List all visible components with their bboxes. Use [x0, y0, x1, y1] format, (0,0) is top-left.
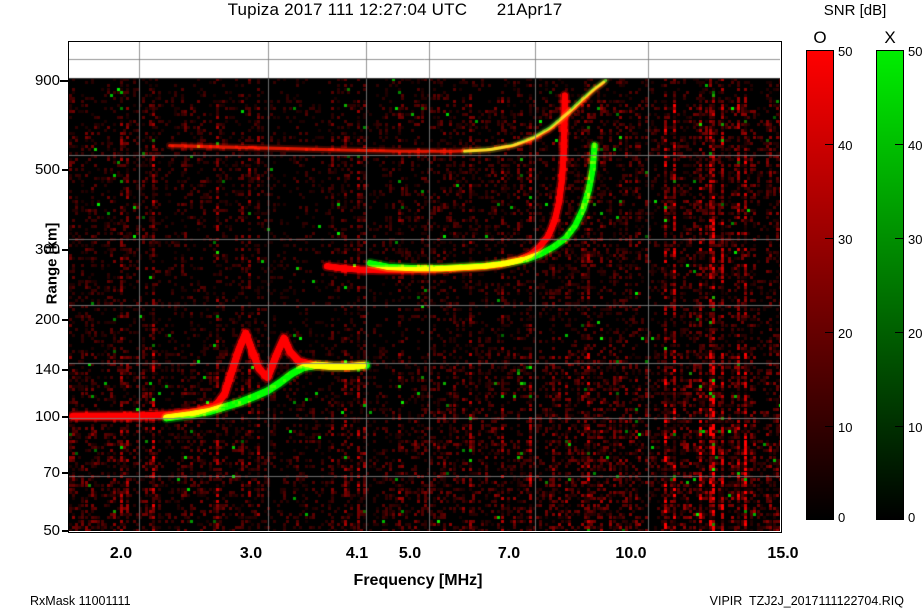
cb-x-tick-40: 40 [908, 138, 922, 153]
y-tickmark-500 [62, 169, 68, 171]
y-tick-200: 200 [34, 311, 60, 328]
y-tickmark-200 [62, 319, 68, 321]
y-tickmark-900 [60, 80, 68, 82]
ionogram-plot[interactable] [68, 41, 782, 533]
cb-o-tick-50: 50 [838, 44, 853, 59]
cb-x-dash-20 [895, 332, 904, 333]
x-tick-5: 5.0 [398, 545, 422, 562]
y-tick-100: 100 [34, 408, 60, 425]
cb-o-dash-40 [825, 144, 834, 145]
cb-x-tick-50: 50 [908, 44, 922, 59]
cb-x-tick-0: 0 [908, 510, 916, 525]
footer-rxmask: RxMask 11001111 [30, 594, 131, 608]
cb-x-dash-40 [895, 144, 904, 145]
x-tick-7: 7.0 [497, 545, 521, 562]
y-tick-50: 50 [43, 522, 60, 539]
cb-o-tick-0: 0 [838, 510, 846, 525]
y-tick-500: 500 [34, 161, 60, 178]
colorbar-x [876, 50, 904, 520]
cb-o-dash-30 [825, 238, 834, 239]
x-tick-4p1: 4.1 [345, 545, 369, 562]
y-tickmark-100 [62, 416, 68, 418]
x-tick-15: 15.0 [767, 545, 799, 562]
y-tickmark-140 [62, 369, 68, 371]
cb-x-tick-30: 30 [908, 232, 922, 247]
colorbar-mode-x-label: X [884, 28, 896, 47]
y-tickmark-70 [62, 472, 68, 474]
cb-x-tick-20: 20 [908, 326, 922, 341]
page-title: Tupiza 2017 111 12:27:04 UTC 21Apr17 [227, 0, 563, 19]
y-tick-300: 300 [34, 241, 60, 258]
y-tick-140: 140 [34, 361, 60, 378]
y-tick-900: 900 [34, 72, 60, 89]
x-tick-2: 2.0 [109, 545, 133, 562]
cb-o-tick-20: 20 [838, 326, 853, 341]
x-tick-3: 3.0 [239, 545, 263, 562]
y-tickmark-300 [62, 249, 68, 251]
cb-o-dash-10 [825, 426, 834, 427]
cb-o-tick-10: 10 [838, 420, 853, 435]
cb-x-dash-30 [895, 238, 904, 239]
ionogram-canvas[interactable] [69, 42, 780, 531]
x-axis-title: Frequency [MHz] [353, 572, 483, 589]
cb-o-tick-30: 30 [838, 232, 853, 247]
cb-o-dash-20 [825, 332, 834, 333]
y-tickmark-50 [62, 530, 68, 532]
cb-x-tick-10: 10 [908, 420, 922, 435]
y-tick-70: 70 [43, 464, 60, 481]
x-tick-10: 10.0 [615, 545, 647, 562]
footer-filename: VIPIR TZJ2J_2017111122704.RIQ [709, 594, 904, 608]
colorbar-o [806, 50, 834, 520]
cb-o-tick-40: 40 [838, 138, 853, 153]
colorbar-title: SNR [dB] [823, 2, 887, 19]
colorbar-mode-o-label: O [813, 28, 827, 47]
cb-x-dash-10 [895, 426, 904, 427]
